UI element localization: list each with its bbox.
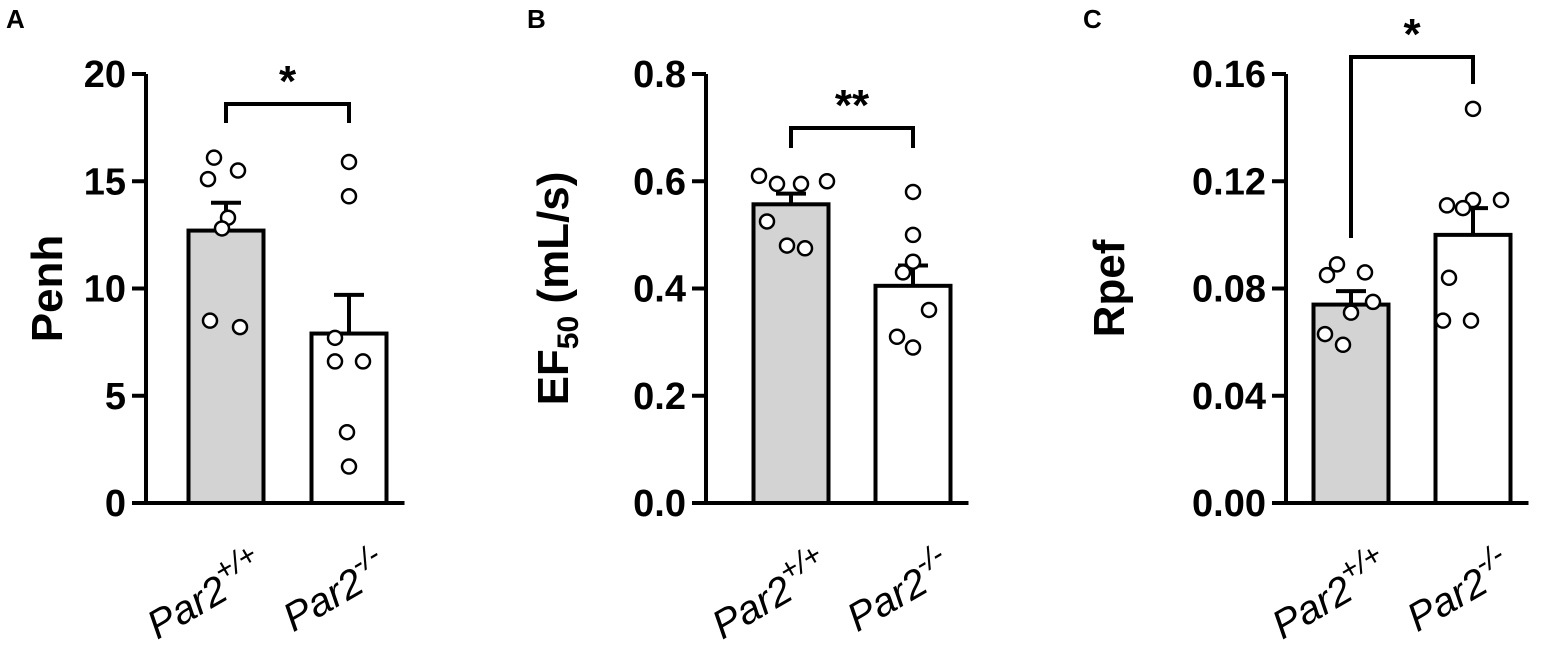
data-point [758, 213, 776, 230]
y-tick-label: 15 [84, 161, 126, 203]
category-label-2: Par2-/- [835, 538, 959, 640]
y-tick-label: 20 [84, 54, 126, 96]
data-point [1492, 191, 1510, 209]
category-label-1: Par2+/+ [1260, 538, 1397, 648]
data-point [904, 183, 922, 201]
bar-2 [309, 331, 389, 506]
data-point [1434, 312, 1452, 329]
bar-2 [873, 283, 953, 505]
significance-bracket [224, 102, 351, 123]
data-point [1462, 312, 1480, 329]
data-point [750, 167, 768, 185]
panel-label: A [6, 4, 25, 34]
category-label-1: Par2+/+ [135, 538, 272, 648]
y-tick-label: 0.04 [1192, 376, 1266, 418]
y-tick-label: 0.0 [633, 483, 686, 525]
data-point [199, 170, 217, 188]
significance-label: * [1403, 10, 1421, 59]
data-point [1454, 199, 1472, 217]
data-point [1342, 304, 1360, 321]
significance-bracket [789, 126, 915, 148]
data-point [229, 162, 247, 179]
data-point [338, 423, 356, 441]
bar-1 [186, 228, 266, 506]
data-point [205, 149, 223, 166]
y-tick-label: 0.12 [1192, 161, 1266, 203]
data-point [904, 253, 922, 270]
data-point [1464, 100, 1482, 118]
significance-bracket [1349, 55, 1475, 238]
chart-panel-a: A 0 5 10 15 20 Penh Par2+/+ Par2-/- * [6, 4, 405, 648]
y-axis-label: Rpef [1085, 239, 1134, 337]
y-tick-label: 0.16 [1192, 54, 1266, 96]
y-axis-label: Penh [23, 235, 72, 343]
data-point [904, 339, 922, 356]
y-tick-label: 0.8 [633, 54, 686, 96]
data-point [340, 188, 358, 205]
data-point [792, 175, 810, 193]
data-point [920, 301, 938, 319]
data-point [778, 237, 796, 254]
data-point [768, 175, 786, 193]
data-point [796, 240, 814, 257]
chart-panel-b: B 0.0 0.2 0.4 0.6 0.8 EF50 (mL/s) Par2+/+ Par2-/… [527, 4, 969, 648]
panel-label: B [527, 4, 546, 34]
data-point [888, 328, 906, 346]
y-tick-label: 0.08 [1192, 269, 1266, 311]
y-tick-label: 0 [105, 483, 126, 525]
y-tick-label: 0.2 [633, 376, 686, 418]
data-point [1438, 197, 1456, 214]
data-point [231, 318, 249, 336]
data-point [1316, 325, 1334, 343]
significance-label: * [279, 57, 297, 106]
y-tick-label: 10 [84, 269, 126, 311]
data-point [354, 353, 372, 370]
category-label-2: Par2-/- [1395, 538, 1519, 640]
y-axis-label: EF50 (mL/s) [529, 172, 585, 406]
category-label-2: Par2-/- [271, 538, 395, 640]
data-point [904, 226, 922, 244]
data-point [1334, 336, 1352, 354]
data-point [1318, 266, 1336, 284]
data-point [1364, 293, 1382, 311]
y-tick-label: 5 [105, 376, 126, 418]
category-label-1: Par2+/+ [700, 538, 837, 648]
data-point [326, 329, 344, 347]
y-tick-label: 0.00 [1192, 483, 1266, 525]
data-point [1356, 264, 1374, 281]
y-tick-label: 0.6 [633, 161, 686, 203]
data-point [340, 153, 358, 171]
data-point [818, 173, 836, 190]
data-point [1440, 269, 1458, 287]
chart-panel-c: C 0.00 0.04 0.08 0.12 0.16 Rpef Par2+/+ Par2-/- * [1083, 4, 1529, 648]
data-point [326, 353, 344, 370]
data-point [894, 264, 912, 281]
data-point [201, 312, 219, 329]
y-tick-label: 0.4 [633, 269, 686, 311]
data-point [340, 458, 358, 475]
data-point [1328, 256, 1346, 273]
data-point [213, 220, 231, 237]
panel-label: C [1083, 4, 1102, 34]
significance-label: ** [835, 81, 870, 130]
